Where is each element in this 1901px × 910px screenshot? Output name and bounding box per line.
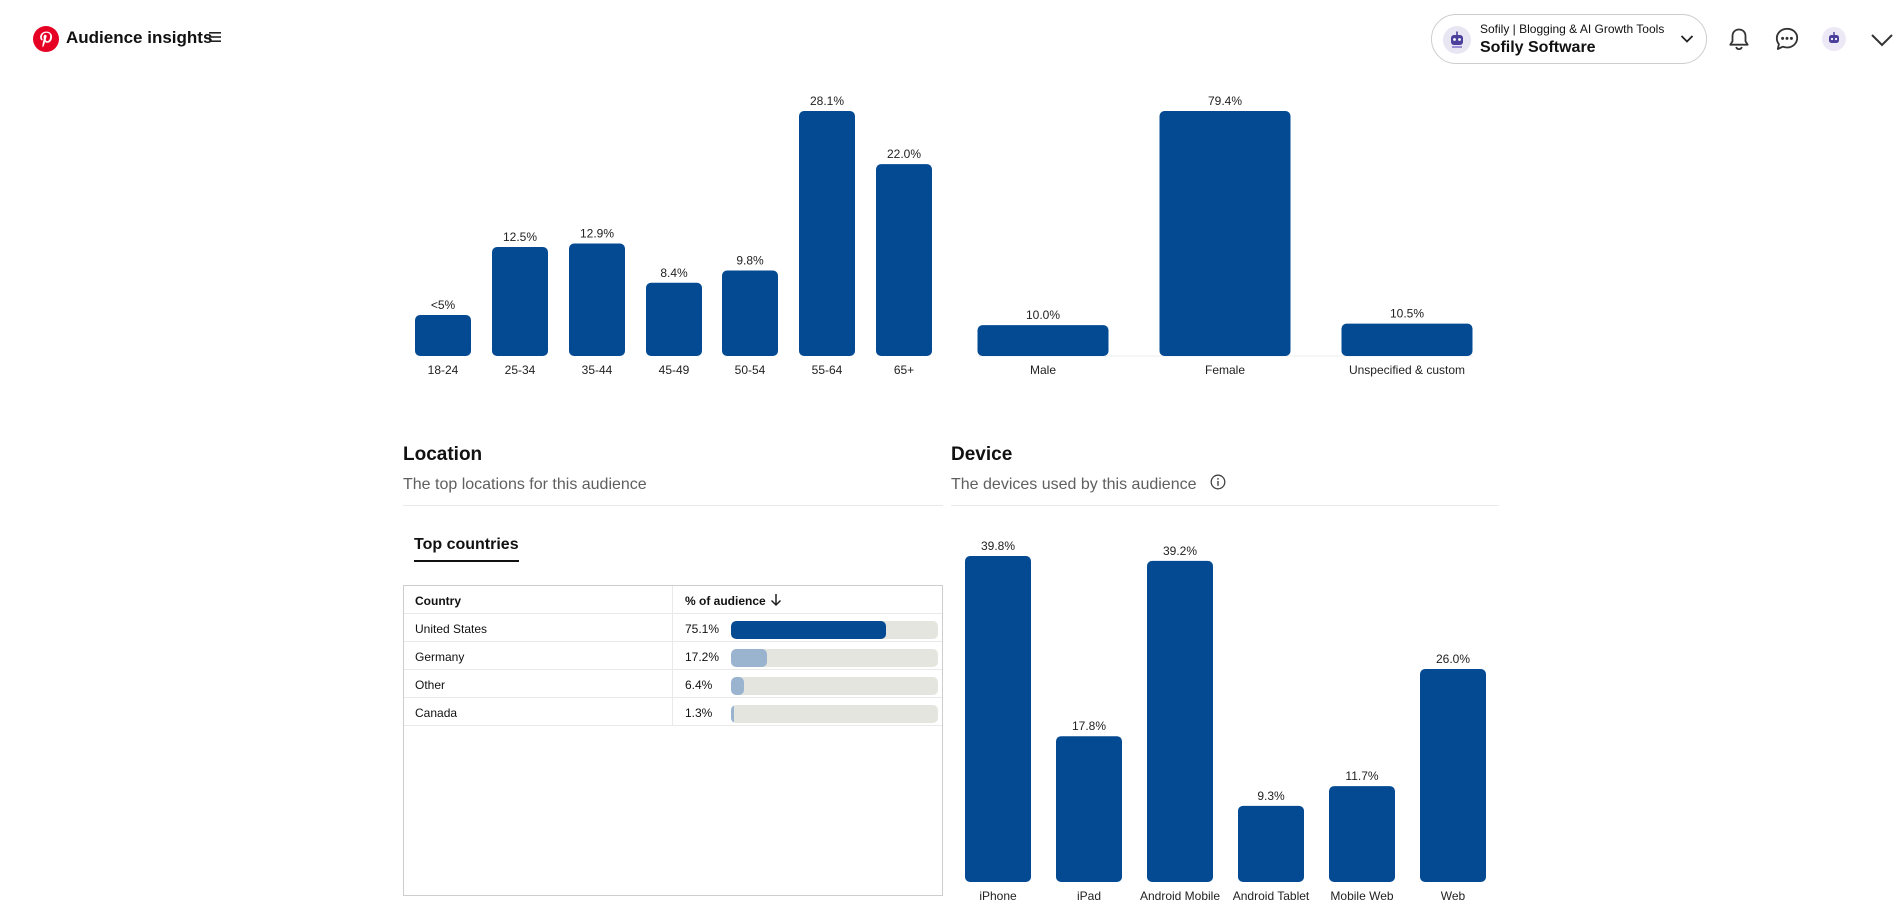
country-percent: 1.3% — [685, 706, 713, 720]
table-row: Germany 17.2% — [404, 642, 942, 670]
header-percent-of-audience[interactable]: % of audience — [685, 594, 766, 608]
percent-bar-track — [731, 621, 938, 639]
percent-bar-track — [731, 705, 938, 723]
location-divider — [403, 505, 943, 506]
sort-descending-icon[interactable] — [770, 593, 782, 607]
account-switcher[interactable]: Sofily | Blogging & AI Growth Tools Sofi… — [1431, 14, 1707, 64]
category-label-18-24: 18-24 — [428, 363, 459, 377]
category-label-ipad: iPad — [1077, 889, 1101, 903]
category-label-25-34: 25-34 — [505, 363, 536, 377]
account-avatar — [1443, 26, 1471, 54]
category-label-female: Female — [1205, 363, 1245, 377]
bar-65[interactable] — [876, 164, 932, 356]
percent-bar-fill — [731, 649, 767, 667]
value-label-35-44: 12.9% — [580, 227, 614, 241]
messages-icon[interactable] — [1774, 26, 1800, 52]
category-label-50-54: 50-54 — [735, 363, 766, 377]
category-label-unspecified-custom: Unspecified & custom — [1349, 363, 1465, 377]
value-label-25-34: 12.5% — [503, 230, 537, 244]
device-divider — [951, 505, 1499, 506]
chevron-down-icon — [1680, 35, 1694, 43]
category-label-android-tablet: Android Tablet — [1233, 889, 1310, 903]
header-country[interactable]: Country — [415, 594, 461, 608]
percent-bar-track — [731, 649, 938, 667]
notifications-bell-icon[interactable] — [1726, 26, 1752, 52]
table-row: Other 6.4% — [404, 670, 942, 698]
bar-iphone[interactable] — [965, 556, 1031, 882]
category-label-65: 65+ — [894, 363, 914, 377]
table-header-row: Country % of audience — [404, 586, 942, 614]
bar-android-tablet[interactable] — [1238, 805, 1304, 882]
value-label-female: 79.4% — [1208, 94, 1242, 108]
table-row: Canada 1.3% — [404, 698, 942, 726]
bar-55-64[interactable] — [799, 111, 855, 356]
value-label-male: 10.0% — [1026, 308, 1060, 322]
bar-female[interactable] — [1159, 111, 1291, 356]
app-title: Audience insights — [66, 28, 213, 47]
user-avatar[interactable] — [1822, 27, 1846, 51]
category-label-45-49: 45-49 — [659, 363, 690, 377]
category-label-male: Male — [1030, 363, 1056, 377]
bar-25-34[interactable] — [492, 247, 548, 356]
value-label-ipad: 17.8% — [1072, 719, 1106, 733]
robot-icon — [1451, 31, 1463, 48]
percent-bar-track — [731, 677, 938, 695]
bar-ipad[interactable] — [1056, 736, 1122, 882]
value-label-50-54: 9.8% — [736, 254, 764, 268]
category-label-mobile-web: Mobile Web — [1330, 889, 1393, 903]
value-label-android-mobile: 39.2% — [1163, 544, 1197, 558]
column-divider — [672, 586, 673, 726]
value-label-18-24: <5% — [431, 298, 456, 312]
value-label-65: 22.0% — [887, 147, 921, 161]
country-percent: 75.1% — [685, 622, 720, 636]
tab-top-countries[interactable]: Top countries — [414, 536, 519, 562]
percent-bar-fill — [731, 621, 887, 639]
value-label-55-64: 28.1% — [810, 94, 844, 108]
country-name: Canada — [415, 706, 458, 720]
bar-18-24[interactable] — [415, 315, 471, 356]
account-name: Sofily Software — [1480, 39, 1596, 56]
account-menu-chevron-icon[interactable] — [1870, 33, 1894, 47]
account-subtitle: Sofily | Blogging & AI Growth Tools — [1480, 22, 1665, 36]
robot-icon — [1829, 32, 1839, 43]
value-label-mobile-web: 11.7% — [1345, 769, 1378, 783]
percent-bar-fill — [731, 677, 745, 695]
device-subtitle: The devices used by this audience — [951, 476, 1197, 493]
country-percent: 6.4% — [685, 678, 713, 692]
country-percent: 17.2% — [685, 650, 720, 664]
info-icon[interactable] — [1210, 474, 1226, 490]
category-label-android-mobile: Android Mobile — [1140, 889, 1220, 903]
category-label-iphone: iPhone — [979, 889, 1017, 903]
age-chart: <5% 18-24 12.5% 25-34 12.9% 35-44 8.4% 45-49 9.8… — [415, 94, 932, 377]
bar-unspecified-custom[interactable] — [1341, 323, 1473, 356]
bar-male[interactable] — [977, 325, 1109, 356]
value-label-iphone: 39.8% — [981, 539, 1015, 553]
category-label-55-64: 55-64 — [812, 363, 843, 377]
percent-bar-fill — [731, 705, 734, 723]
pinterest-logo-icon[interactable] — [33, 26, 59, 52]
country-name: United States — [415, 622, 488, 636]
value-label-45-49: 8.4% — [660, 266, 688, 280]
bar-35-44[interactable] — [569, 243, 625, 356]
bar-web[interactable] — [1420, 669, 1486, 882]
location-subtitle: The top locations for this audience — [403, 476, 647, 493]
bar-50-54[interactable] — [722, 270, 778, 356]
value-label-android-tablet: 9.3% — [1257, 789, 1285, 803]
bar-mobile-web[interactable] — [1329, 786, 1395, 882]
country-name: Germany — [415, 650, 465, 664]
countries-table: Country % of audience United States 75.1%… — [403, 585, 943, 896]
gender-chart: 10.0% Male 79.4% Female 10.5% Unspecified & c… — [977, 94, 1473, 377]
device-title: Device — [951, 444, 1013, 465]
value-label-unspecified-custom: 10.5% — [1390, 307, 1424, 321]
menu-icon[interactable] — [209, 32, 221, 42]
country-name: Other — [415, 678, 446, 692]
location-title: Location — [403, 444, 483, 465]
bar-45-49[interactable] — [646, 282, 702, 356]
value-label-web: 26.0% — [1436, 652, 1470, 666]
category-label-web: Web — [1441, 889, 1466, 903]
bar-android-mobile[interactable] — [1147, 560, 1213, 882]
category-label-35-44: 35-44 — [582, 363, 613, 377]
table-row: United States 75.1% — [404, 614, 942, 642]
